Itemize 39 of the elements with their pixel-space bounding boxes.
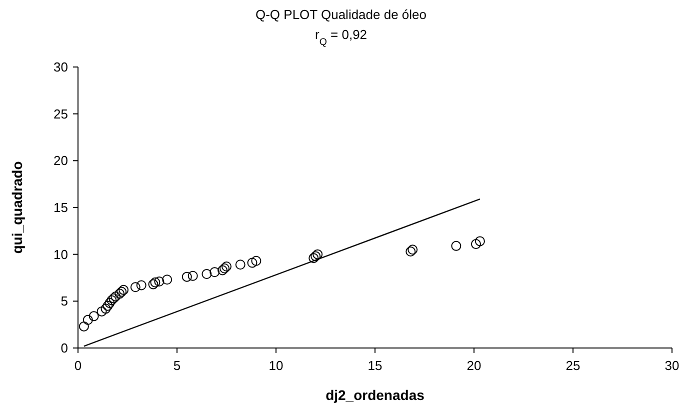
y-tick-label: 10 (54, 246, 68, 262)
y-tick-label: 5 (60, 294, 68, 309)
point (188, 270, 198, 281)
y-axis-title: qui_quadrado (9, 161, 25, 254)
y-tick-label: 15 (54, 200, 68, 215)
point (104, 298, 115, 308)
point (251, 256, 262, 266)
point (100, 304, 111, 314)
y-tick-label: 25 (54, 106, 68, 122)
chart-title: Q-Q PLOT Qualidade de óleo (255, 7, 427, 22)
point (451, 240, 462, 251)
x-tick-label: 5 (173, 358, 181, 373)
point (210, 267, 220, 278)
point (202, 269, 212, 280)
point (82, 314, 93, 325)
chart-subtitle: r$_{Q}$ = 0,92 (314, 27, 368, 48)
point (96, 306, 107, 316)
point (235, 260, 246, 270)
y-tick-label: 20 (54, 153, 68, 168)
x-tick-label: 20 (466, 358, 482, 373)
point (247, 258, 258, 268)
point (102, 300, 113, 311)
y-tick-label: 30 (54, 60, 68, 74)
x-tick-label: 30 (664, 358, 680, 373)
point (182, 272, 192, 282)
point (154, 276, 164, 286)
x-tick-label: 10 (268, 358, 284, 373)
point (470, 239, 481, 250)
x-tick-label: 0 (74, 358, 82, 373)
point (162, 274, 172, 285)
point (78, 321, 89, 332)
y-tick-label: 0 (60, 340, 68, 356)
x-axis-title: dj2_ordenadas (326, 387, 425, 403)
x-tick-label: 15 (368, 358, 382, 373)
point (88, 311, 99, 322)
point (136, 280, 146, 290)
point (130, 282, 140, 292)
point (474, 236, 485, 246)
x-tick-label: 25 (566, 358, 580, 373)
